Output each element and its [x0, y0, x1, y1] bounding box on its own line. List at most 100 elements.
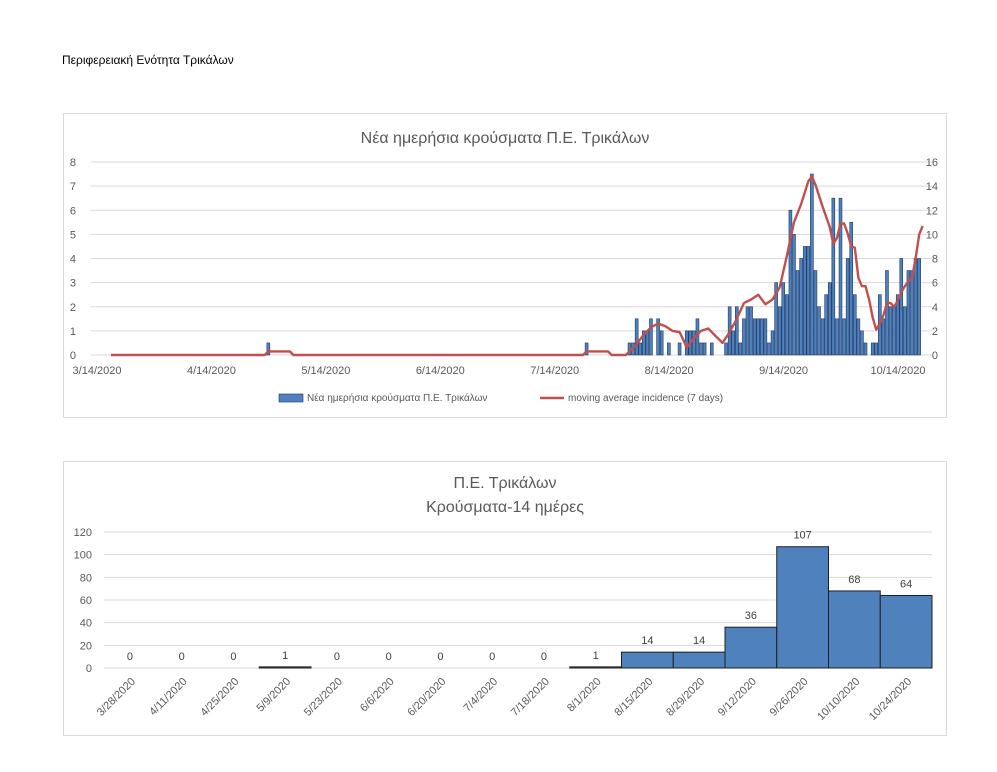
legend-bar-label: Νέα ημερήσια κρούσματα Π.Ε. Τρικάλων: [307, 392, 487, 404]
daily-case-bar: [770, 330, 775, 356]
daily-case-bar: [899, 258, 904, 356]
daily-case-bar: [874, 342, 879, 356]
daily-case-bar: [806, 246, 811, 356]
daily-case-bar: [813, 270, 818, 356]
daily-case-bar: [885, 270, 889, 356]
daily-case-bar: [584, 342, 589, 356]
left-axis-tick: 6: [70, 205, 76, 217]
daily-case-bar: [745, 306, 750, 356]
daily-case-bar: [817, 306, 821, 356]
right-axis-tick: 16: [926, 157, 938, 169]
daily-case-bar: [709, 342, 714, 356]
left-axis-tick: 4: [70, 254, 76, 266]
y-axis-tick: 120: [74, 527, 92, 539]
daily-case-bar: [735, 306, 739, 356]
daily-case-bar: [738, 342, 743, 356]
bar-data-label: 0: [179, 651, 185, 663]
daily-case-bar: [763, 318, 768, 356]
daily-case-bar: [792, 234, 796, 356]
x-axis-tick: 8/15/2020: [612, 676, 655, 719]
bar-data-label: 36: [745, 610, 757, 622]
daily-case-bar: [266, 342, 271, 356]
daily-case-bar: [656, 318, 660, 356]
x-axis-tick: 8/29/2020: [664, 676, 707, 719]
right-axis-tick: 10: [926, 229, 938, 241]
y-axis-tick: 60: [80, 595, 92, 607]
left-axis-tick: 0: [70, 350, 76, 362]
x-axis-tick: 5/14/2020: [301, 365, 350, 377]
daily-case-bar: [749, 306, 753, 356]
y-axis-tick: 80: [80, 572, 92, 584]
daily-case-bar: [831, 197, 836, 356]
bar-data-label: 14: [641, 635, 653, 647]
daily-case-bar: [853, 294, 857, 356]
daily-case-bar: [677, 342, 682, 356]
daily-case-bar: [774, 282, 778, 356]
daily-case-bar: [845, 258, 850, 356]
bar-data-label: 1: [282, 650, 288, 662]
bar-data-label: 0: [127, 651, 133, 663]
daily-case-bar: [827, 282, 832, 356]
left-axis-tick: 3: [70, 278, 76, 290]
daily-case-bar: [742, 318, 746, 356]
daily-case-bar: [892, 306, 896, 356]
right-axis-tick: 0: [932, 350, 938, 362]
x-axis-tick: 6/6/2020: [358, 676, 397, 715]
right-axis-tick: 2: [932, 326, 938, 338]
right-axis-tick: 14: [926, 181, 938, 193]
daily-case-bar: [788, 209, 793, 356]
daily-case-bar: [649, 318, 653, 356]
x-axis-tick: 9/14/2020: [759, 365, 808, 377]
daily-case-bar: [913, 258, 918, 356]
daily-case-bar: [802, 246, 807, 356]
daily-cases-chart-svg: Νέα ημερήσια κρούσματα Π.Ε. Τρικάλων0123…: [70, 130, 938, 404]
daily-case-bar: [881, 318, 886, 356]
daily-case-bar: [699, 342, 703, 356]
daily-case-bar: [634, 318, 639, 356]
x-axis-tick: 3/28/2020: [95, 676, 138, 719]
fourteen-day-bar: [621, 651, 674, 669]
x-axis-tick: 10/10/2020: [815, 676, 862, 723]
left-axis-tick: 1: [70, 326, 76, 338]
chart-subtitle: Κρούσματα-14 ημέρες: [426, 499, 584, 516]
x-axis-tick: 7/18/2020: [509, 676, 552, 719]
daily-case-bar: [895, 294, 900, 356]
daily-case-bar: [781, 282, 786, 356]
daily-case-bar: [702, 342, 707, 356]
x-axis-tick: 6/20/2020: [405, 676, 448, 719]
daily-case-bar: [810, 173, 814, 356]
x-axis-tick: 5/9/2020: [254, 676, 293, 715]
daily-case-bar: [910, 270, 914, 356]
y-axis-tick: 0: [86, 663, 92, 675]
bar-data-label: 1: [593, 650, 599, 662]
right-axis-tick: 6: [932, 278, 938, 290]
daily-case-bar: [767, 342, 771, 356]
x-axis-tick: 4/25/2020: [198, 676, 241, 719]
daily-case-bar: [645, 330, 650, 356]
chart-title: Νέα ημερήσια κρούσματα Π.Ε. Τρικάλων: [361, 130, 650, 147]
daily-case-bar: [799, 258, 803, 356]
fourteen-day-cases-chart: Π.Ε. Τρικάλων Κρούσματα-14 ημέρες 0 20 40 60 8…: [63, 461, 947, 736]
daily-case-bar: [760, 318, 764, 356]
daily-case-bar: [842, 318, 846, 356]
y-axis-tick: 40: [80, 618, 92, 630]
daily-cases-chart: Νέα ημερήσια κρούσματα Π.Ε. Τρικάλων 0 1 2 3…: [63, 113, 947, 418]
fourteen-day-bar: [724, 626, 778, 669]
left-axis-tick: 7: [70, 181, 76, 193]
fourteen-day-bar: [776, 546, 829, 669]
daily-case-bar: [777, 306, 782, 356]
x-axis-tick: 4/14/2020: [187, 365, 236, 377]
x-axis-tick: 7/4/2020: [461, 676, 500, 715]
x-axis-tick: 9/12/2020: [716, 676, 759, 719]
x-axis-tick: 7/14/2020: [530, 365, 579, 377]
daily-case-bar: [917, 258, 921, 356]
fourteen-day-cases-chart-svg: Π.Ε. Τρικάλων Κρούσματα-14 ημέρες 0 20 40 60 8…: [74, 475, 933, 723]
daily-case-bar: [752, 318, 757, 356]
daily-case-bar: [860, 330, 864, 356]
daily-case-bar: [856, 318, 861, 356]
right-axis-tick: 12: [926, 205, 938, 217]
daily-case-bar: [870, 342, 875, 356]
right-axis-tick: 8: [932, 254, 938, 266]
chart-title: Π.Ε. Τρικάλων: [453, 475, 556, 492]
daily-case-bar: [692, 330, 696, 356]
